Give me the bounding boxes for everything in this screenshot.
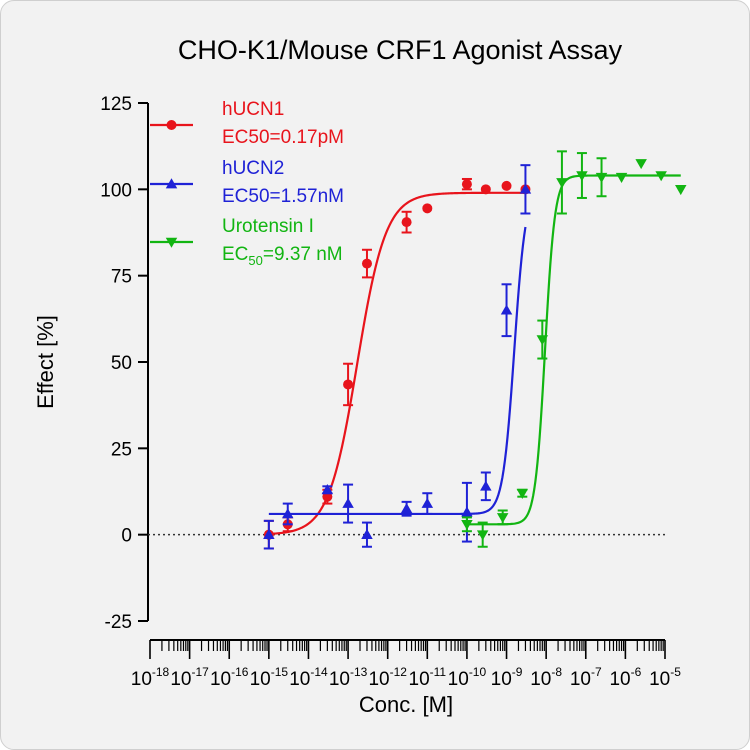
x-tick-label: 10-17 [170, 665, 209, 690]
x-tick-label: 10-6 [609, 665, 641, 690]
data-point [635, 159, 647, 170]
data-point [536, 335, 549, 346]
y-tick-label: 125 [100, 94, 132, 115]
legend-label: Urotensin I [222, 216, 314, 237]
fit-curve [268, 226, 527, 516]
data-point [516, 488, 529, 499]
y-tick-label: 50 [111, 353, 132, 374]
data-point [615, 172, 628, 183]
y-tick-label: -25 [105, 612, 132, 633]
data-point [342, 497, 354, 508]
x-tick-label: 10-7 [570, 665, 602, 690]
series-urotensin-i [461, 150, 687, 548]
x-axis-title: Conc. [M] [359, 692, 453, 717]
data-point [281, 508, 294, 519]
legend-label: hUCN1 [222, 99, 284, 120]
data-point [321, 484, 334, 495]
y-tick-label: 75 [111, 267, 132, 288]
series-hucn2 [263, 164, 532, 550]
y-tick-label: 25 [111, 439, 132, 460]
legend-item: hUCN1 EC50=0.17pM [150, 99, 344, 148]
data-point [500, 304, 513, 315]
legend-ec50: EC50=0.17pM [222, 127, 344, 148]
data-point [361, 258, 372, 269]
data-point [461, 506, 473, 517]
x-tick-label: 10-10 [448, 665, 487, 690]
x-tick-label: 10-14 [289, 665, 328, 690]
data-point [263, 528, 275, 539]
x-tick-label: 10-18 [131, 665, 170, 690]
x-tick-label: 10-9 [491, 665, 523, 690]
legend-marker [166, 120, 177, 130]
legend-marker [165, 178, 178, 189]
fit-curve [466, 174, 681, 526]
data-point [480, 184, 491, 195]
y-tick-label: 0 [121, 526, 132, 547]
legend-marker [165, 237, 178, 248]
data-point [421, 497, 434, 508]
data-point [400, 503, 413, 514]
data-point [476, 530, 489, 541]
data-point [401, 217, 412, 228]
data-point [496, 513, 509, 524]
y-tick-label: 100 [100, 180, 132, 201]
data-point [519, 183, 532, 194]
legend-ec50: EC50=1.57nM [222, 186, 344, 207]
data-point [361, 528, 373, 539]
x-tick-label: 10-15 [250, 665, 289, 690]
x-tick-label: 10-12 [368, 665, 407, 690]
data-point [461, 179, 472, 190]
data-point [343, 379, 354, 390]
y-axis-title: Effect [%] [33, 315, 58, 409]
data-point [422, 203, 433, 214]
legend-item: hUCN2 EC50=1.57nM [150, 158, 344, 207]
x-tick-label: 10-11 [409, 665, 447, 690]
data-point [576, 171, 588, 182]
data-point [595, 172, 608, 183]
data-point [501, 180, 512, 191]
data-point [461, 519, 473, 531]
chart-title: CHO-K1/Mouse CRF1 Agonist Assay [178, 35, 623, 65]
x-tick-label: 10-5 [649, 665, 681, 690]
data-point [556, 178, 568, 189]
data-point [675, 185, 687, 196]
legend-ec50: EC50=9.37 nM [222, 244, 343, 268]
x-tick-label: 10-16 [210, 665, 249, 690]
x-tick-label: 10-13 [329, 665, 368, 690]
data-point [480, 480, 492, 491]
legend-item: Urotensin I EC50=9.37 nM [150, 216, 343, 268]
x-tick-label: 10-8 [530, 665, 562, 690]
legend-label: hUCN2 [222, 158, 284, 179]
data-point [655, 171, 667, 182]
